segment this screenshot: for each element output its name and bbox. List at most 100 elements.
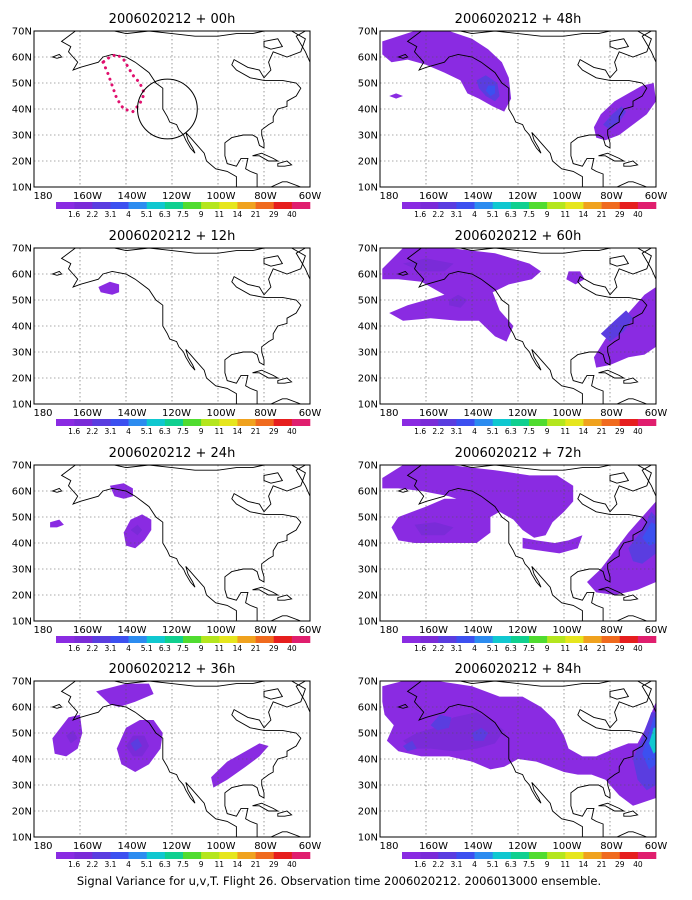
colorbar-label: 1.6 [414,427,426,436]
colorbar-label: 6.3 [159,644,171,653]
colorbar-label: 4 [126,860,131,869]
colorbar-label: 4 [126,427,131,436]
panel-title: 2006020212 + 36h [109,662,236,677]
variance-contour [642,522,656,546]
lon-tick-label: 100W [207,625,236,636]
colorbar-label: 1.6 [68,860,80,869]
coastline [252,152,280,162]
coastline [396,703,409,709]
colorbar-label: 29 [269,210,279,219]
variance-contour [587,501,656,595]
map-frame [379,247,657,405]
flight-track [101,52,147,114]
colorbar-swatch [128,852,148,859]
lat-tick-label: 40N [12,755,32,766]
colorbar-label: 21 [251,427,261,436]
colorbar-swatch [201,636,220,643]
coastline [396,487,409,493]
colorbar-label: 29 [269,427,279,436]
coastline [609,688,630,700]
colorbar-label: 9 [545,210,550,219]
lat-tick-label: 70N [12,244,32,255]
colorbar-swatch [74,636,93,643]
lat-tick-label: 40N [12,105,32,116]
lon-tick-label: 160W [73,408,102,419]
coastline [50,703,63,709]
colorbar-swatch [456,202,475,209]
map-panel-72h: 2006020212 + 72h 10N 20N 30N 40N 50N 60N 70N 180… [358,446,668,653]
colorbar-swatch [92,419,111,426]
colorbar-swatch [273,636,293,643]
colorbar-label: 11 [561,427,571,436]
colorbar-label: 9 [199,860,204,869]
lat-tick-label: 60N [12,703,32,714]
lat-tick-label: 10N [358,833,378,844]
lat-tick-label: 20N [358,374,378,385]
coastline [50,53,63,59]
lon-tick-label: 180 [33,841,52,852]
colorbar-swatch [619,852,639,859]
coastline [609,38,630,50]
lon-tick-label: 120W [508,625,537,636]
colorbar-label: 40 [287,860,297,869]
panel-title: 2006020212 + 84h [455,662,582,677]
colorbar-label: 29 [615,427,625,436]
lat-tick-label: 20N [12,807,32,818]
colorbar-label: 21 [597,644,607,653]
variance-contour [649,727,656,754]
colorbar-label: 3.1 [104,210,116,219]
lat-tick-label: 40N [358,105,378,116]
lon-tick-label: 120W [508,841,537,852]
coastline [252,586,280,596]
lon-tick-label: 140W [464,191,493,202]
lon-tick-label: 120W [162,408,191,419]
range-ring [137,78,198,140]
lat-tick-label: 10N [12,833,32,844]
lon-tick-label: 160W [419,191,448,202]
colorbar-label: 2.2 [432,860,444,869]
colorbar-swatch [110,636,129,643]
coastline [609,472,630,484]
lat-tick-label: 20N [12,157,32,168]
colorbar-swatch [583,636,602,643]
coastline [598,152,626,162]
colorbar-label: 3.1 [104,644,116,653]
colorbar-swatch [128,636,148,643]
colorbar-label: 29 [269,644,279,653]
lat-tick-label: 20N [358,591,378,602]
panel-title: 2006020212 + 48h [455,12,582,27]
colorbar-swatch [565,419,584,426]
colorbar-swatch [601,852,621,859]
lat-tick-label: 50N [12,729,32,740]
colorbar-swatch [128,202,148,209]
variance-contour [485,85,495,96]
colorbar-label: 21 [597,860,607,869]
colorbar-label: 5.1 [487,210,499,219]
colorbar-swatch [547,419,566,426]
lat-tick-label: 70N [358,461,378,472]
colorbar-swatch [402,419,421,426]
colorbar-label: 5.1 [141,644,153,653]
lat-tick-label: 30N [358,348,378,359]
colorbar-swatch [183,419,202,426]
coastline [263,38,284,50]
colorbar-label: 14 [233,860,243,869]
colorbar-swatch [128,419,148,426]
lat-tick-label: 70N [12,27,32,38]
colorbar-label: 2.2 [432,427,444,436]
lat-tick-label: 50N [358,729,378,740]
coastline [623,160,639,167]
colorbar-label: 3.1 [450,644,462,653]
lat-tick-label: 30N [12,131,32,142]
coastline [598,586,626,596]
variance-contour [109,483,133,499]
coastline [252,369,280,379]
coastline [263,255,284,267]
colorbar: 1.6 2.2 3.1 4 5.1 6.3 7.5 9 11 14 21 29 40 [56,852,311,869]
colorbar-swatch [565,852,584,859]
colorbar-label: 9 [545,860,550,869]
colorbar-swatch [583,202,602,209]
lon-tick-label: 140W [464,408,493,419]
variance-contour [603,106,627,130]
colorbar-swatch [237,852,256,859]
